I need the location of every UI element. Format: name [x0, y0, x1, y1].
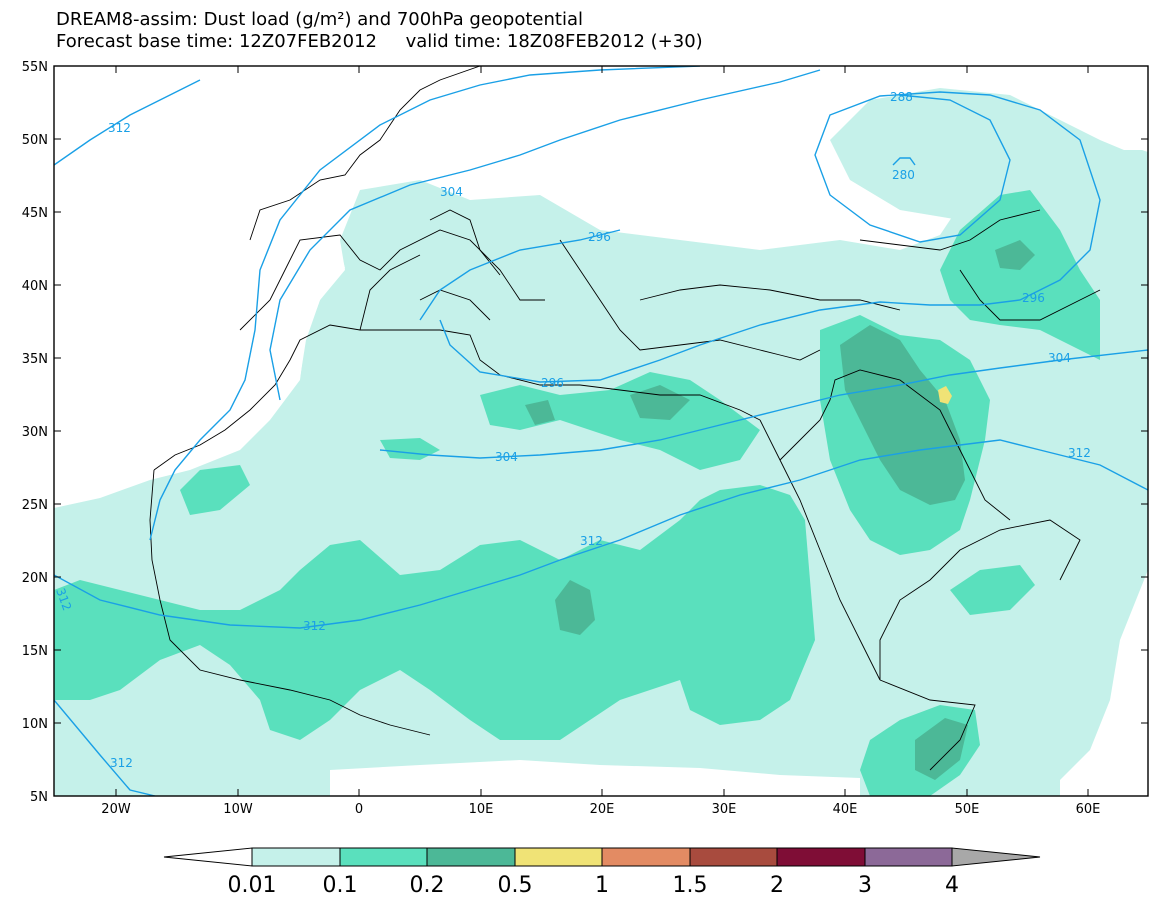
map-title: DREAM8-assim: Dust load (g/m²) and 700hP…: [56, 9, 583, 30]
lat-label: 30N: [22, 425, 48, 440]
map-area: 312 304 296 288 280 296 304 312 296 304 …: [53, 66, 1148, 796]
colorbar-label: 0.2: [410, 873, 445, 898]
colorbar-swatch: [776, 847, 866, 867]
latitude-labels: 55N 50N 45N 40N 35N 30N 25N 20N 15N 10N …: [22, 60, 48, 805]
contour-label: 312: [53, 586, 74, 612]
lon-label: 0: [355, 802, 363, 817]
colorbar: 0.01 0.1 0.2 0.5 1 1.5 2 3 4: [163, 847, 1041, 898]
lon-label: 10W: [223, 802, 253, 817]
lat-label: 20N: [22, 571, 48, 586]
contour-labels: 312 304 296 288 280 296 304 312 296 304 …: [53, 90, 1091, 770]
colorbar-label: 0.1: [323, 873, 358, 898]
colorbar-label: 2: [770, 873, 784, 898]
dust-free-areas: [54, 66, 1148, 796]
lat-label: 25N: [22, 498, 48, 513]
lat-label: 10N: [22, 717, 48, 732]
lat-label: 55N: [22, 60, 48, 75]
lat-label: 35N: [22, 352, 48, 367]
lat-label: 50N: [22, 133, 48, 148]
lon-label: 20E: [590, 802, 615, 817]
colorbar-swatch: [601, 847, 691, 867]
lon-label: 20W: [101, 802, 131, 817]
lat-label: 40N: [22, 279, 48, 294]
axis-ticks: [54, 65, 1148, 797]
contour-label: 312: [1068, 446, 1091, 460]
colorbar-label: 0.5: [498, 873, 533, 898]
colorbar-swatch: [689, 847, 778, 867]
contour-label: 304: [1048, 351, 1071, 365]
contour-label: 296: [588, 230, 611, 244]
contour-label: 312: [110, 756, 133, 770]
lon-label: 10E: [469, 802, 494, 817]
longitude-labels: 20W 10W 0 10E 20E 30E 40E 50E 60E: [101, 802, 1100, 817]
coastlines-and-borders: [149, 66, 1101, 771]
contour-label: 288: [890, 90, 913, 104]
colorbar-over-arrow: [951, 847, 1041, 867]
lat-label: 45N: [22, 206, 48, 221]
colorbar-swatch: [339, 847, 428, 867]
contour-label: 280: [892, 168, 915, 182]
contour-label: 304: [495, 450, 518, 464]
colorbar-swatch: [251, 847, 341, 867]
lat-label: 15N: [22, 644, 48, 659]
colorbar-swatch: [426, 847, 516, 867]
lon-label: 50E: [955, 802, 980, 817]
contour-label: 304: [440, 185, 463, 199]
forecast-times: Forecast base time: 12Z07FEB2012 valid t…: [56, 31, 703, 52]
dust-field-heavy: [525, 240, 1035, 780]
contour-label: 312: [303, 619, 326, 633]
contour-label: 296: [541, 376, 564, 390]
colorbar-label: 0.01: [228, 873, 277, 898]
contour-label: 296: [1022, 291, 1045, 305]
colorbar-label: 1.5: [673, 873, 708, 898]
lat-label: 5N: [30, 790, 48, 805]
dust-field-peak: [938, 386, 952, 404]
lon-label: 30E: [712, 802, 737, 817]
colorbar-swatch: [514, 847, 603, 867]
contour-label: 312: [580, 534, 603, 548]
colorbar-swatch: [864, 847, 953, 867]
colorbar-label: 4: [945, 873, 959, 898]
lon-label: 40E: [833, 802, 858, 817]
geopotential-contours: [54, 66, 1148, 796]
lon-label: 60E: [1076, 802, 1101, 817]
contour-label: 312: [108, 121, 131, 135]
colorbar-label: 3: [858, 873, 872, 898]
colorbar-under-arrow: [163, 847, 253, 867]
colorbar-label: 1: [595, 873, 609, 898]
